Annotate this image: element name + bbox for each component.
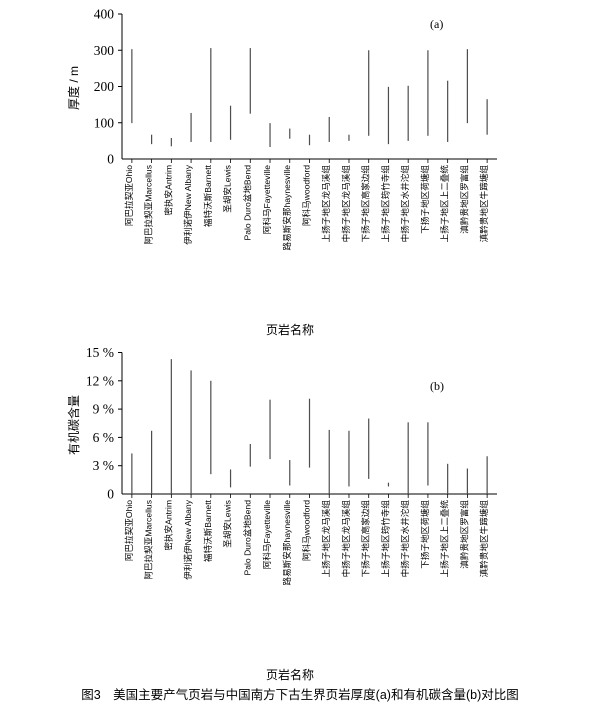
svg-text:阿巴拉契亚Ohio: 阿巴拉契亚Ohio xyxy=(123,500,134,561)
svg-text:中扬子地区龙马溪组: 中扬子地区龙马溪组 xyxy=(340,500,351,578)
svg-text:图3 美国主要产气页岩与中国南方下古生界页岩厚度(a)和有机: 图3 美国主要产气页岩与中国南方下古生界页岩厚度(a)和有机碳含量(b)对比图 xyxy=(81,687,519,702)
svg-text:滇黔贵地区牛蹄塘组: 滇黔贵地区牛蹄塘组 xyxy=(478,165,489,243)
svg-text:下扬子地区高家边组: 下扬子地区高家边组 xyxy=(360,165,371,243)
svg-text:Palo Duro盆地Bend: Palo Duro盆地Bend xyxy=(241,500,252,576)
svg-text:6 %: 6 % xyxy=(93,430,114,445)
svg-text:下扬子地区荷塘组: 下扬子地区荷塘组 xyxy=(419,500,430,569)
svg-text:(b): (b) xyxy=(430,379,444,393)
svg-text:0: 0 xyxy=(107,487,114,502)
svg-text:上扬子地区筠竹寺组: 上扬子地区筠竹寺组 xyxy=(379,500,390,578)
svg-text:圣胡安Lewis: 圣胡安Lewis xyxy=(222,165,233,213)
svg-text:页岩名称: 页岩名称 xyxy=(266,322,314,337)
svg-text:阿巴拉契亚Marcellus: 阿巴拉契亚Marcellus xyxy=(143,165,154,245)
svg-text:滇黔贵地区罗富组: 滇黔贵地区罗富组 xyxy=(458,500,469,569)
svg-text:100: 100 xyxy=(94,115,115,130)
svg-text:200: 200 xyxy=(94,79,115,94)
svg-text:上扬子地区上二叠统: 上扬子地区上二叠统 xyxy=(439,500,450,578)
svg-text:阿科马Fayetteville: 阿科马Fayetteville xyxy=(261,500,272,569)
svg-text:上扬子地区龙马溪组: 上扬子地区龙马溪组 xyxy=(320,500,331,578)
svg-text:12 %: 12 % xyxy=(86,373,114,388)
svg-text:阿科马Fayetteville: 阿科马Fayetteville xyxy=(261,165,272,234)
svg-text:中扬子地区水井沱组: 中扬子地区水井沱组 xyxy=(399,500,410,578)
svg-text:400: 400 xyxy=(94,7,115,22)
svg-text:下扬子地区高家边组: 下扬子地区高家边组 xyxy=(360,500,371,578)
svg-text:15 %: 15 % xyxy=(86,345,114,360)
svg-text:下扬子地区荷塘组: 下扬子地区荷塘组 xyxy=(419,165,430,234)
svg-text:9 %: 9 % xyxy=(93,402,114,417)
svg-text:上扬子地区龙马溪组: 上扬子地区龙马溪组 xyxy=(320,165,331,243)
svg-text:阿科马woodford: 阿科马woodford xyxy=(301,500,312,561)
svg-text:页岩名称: 页岩名称 xyxy=(266,667,314,682)
svg-text:Palo Duro盆地Bend: Palo Duro盆地Bend xyxy=(241,165,252,241)
svg-text:伊利诺伊New Albany: 伊利诺伊New Albany xyxy=(182,164,193,244)
svg-text:密执安Antrim: 密执安Antrim xyxy=(162,165,173,216)
svg-text:圣胡安Lewis: 圣胡安Lewis xyxy=(222,500,233,548)
svg-text:3 %: 3 % xyxy=(93,458,114,473)
svg-text:(a): (a) xyxy=(430,17,443,31)
svg-text:福特沃斯Barnett: 福特沃斯Barnett xyxy=(202,499,213,562)
svg-text:路易斯安那haynesville: 路易斯安那haynesville xyxy=(281,165,292,251)
svg-text:滇黔贵地区罗富组: 滇黔贵地区罗富组 xyxy=(458,165,469,234)
svg-text:密执安Antrim: 密执安Antrim xyxy=(162,500,173,551)
svg-text:中扬子地区龙马溪组: 中扬子地区龙马溪组 xyxy=(340,165,351,243)
svg-text:0: 0 xyxy=(107,152,114,167)
svg-text:福特沃斯Barnett: 福特沃斯Barnett xyxy=(202,164,213,227)
svg-text:300: 300 xyxy=(94,43,115,58)
svg-text:阿科马woodford: 阿科马woodford xyxy=(301,165,312,226)
svg-text:有机碳含量: 有机碳含量 xyxy=(66,395,81,455)
svg-text:中扬子地区水井沱组: 中扬子地区水井沱组 xyxy=(399,165,410,243)
svg-text:阿巴拉契亚Ohio: 阿巴拉契亚Ohio xyxy=(123,165,134,226)
svg-text:滇黔贵地区牛蹄塘组: 滇黔贵地区牛蹄塘组 xyxy=(478,500,489,578)
svg-text:厚度 / m: 厚度 / m xyxy=(66,66,81,110)
svg-text:路易斯安那haynesville: 路易斯安那haynesville xyxy=(281,500,292,586)
svg-text:阿巴拉契亚Marcellus: 阿巴拉契亚Marcellus xyxy=(143,500,154,580)
svg-text:伊利诺伊New Albany: 伊利诺伊New Albany xyxy=(182,499,193,579)
svg-text:上扬子地区上二叠统: 上扬子地区上二叠统 xyxy=(439,165,450,243)
svg-text:上扬子地区筠竹寺组: 上扬子地区筠竹寺组 xyxy=(379,165,390,243)
